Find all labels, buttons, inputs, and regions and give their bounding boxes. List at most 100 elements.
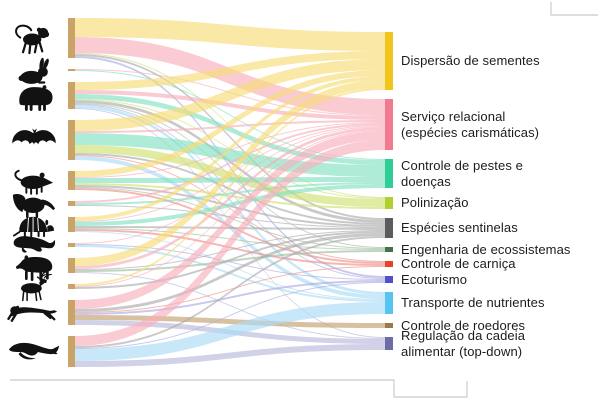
label-ecoturismo: Ecoturismo [401,272,468,287]
sankey-link [75,344,385,367]
sankey-link [75,131,385,309]
source-node [68,258,75,273]
bat-silhouette [12,128,56,145]
sankey-link [75,18,385,51]
frame-edge-bottom [10,379,468,398]
sankey-link [75,80,385,266]
label-controle-de-carnica: Controle de carniça [401,256,516,271]
label-polinizacao: Polinização [401,195,469,210]
source-node [68,217,75,232]
sankey-link [75,70,385,177]
bat-icon [4,127,64,154]
sankey-link [75,231,385,300]
target-node [385,197,393,209]
target-node [385,218,393,238]
sankey-link [75,130,385,287]
label-controle-de-roedores: Controle de roedores [401,318,526,333]
sankey-link [75,236,385,348]
target-node [385,32,393,90]
sankey-link [75,88,385,286]
monkey-silhouette [15,24,50,55]
sankey-link [75,282,385,349]
frame-corner-top-right [550,2,598,16]
jaguar-silhouette [7,305,58,322]
opossum-icon [4,166,64,195]
target-node [385,99,393,150]
rabbit-icon [4,57,64,84]
sankey-link [75,233,385,312]
target-node [385,261,393,267]
whale-icon [4,339,64,364]
sankey-link [75,37,385,115]
armadillo-silhouette [13,216,55,238]
source-node [68,120,75,160]
sankey-link [75,126,385,244]
tapir-icon [4,250,64,281]
sankey-link [75,90,385,120]
sankey-link [75,226,385,230]
sankey-link [75,70,385,160]
tapir-silhouette [15,255,53,281]
sankey-link [75,302,385,361]
sankey-link [75,104,385,279]
capybara-silhouette [19,85,53,111]
sankey-link [75,140,385,346]
sankey-link [75,56,385,278]
target-node [385,276,393,283]
deer-icon [4,271,64,302]
label-dispersao-de-sementes: Dispersão de sementes [401,53,540,68]
source-node [68,300,75,325]
sankey-link [75,76,385,221]
target-node [385,247,393,252]
sankey-link [75,123,385,203]
sankey-link [75,100,385,223]
sankey-link [75,272,385,339]
manatee-silhouette [13,236,56,253]
source-node [68,69,75,71]
armadillo-icon [4,211,64,238]
target-node [385,292,393,314]
deer-silhouette [21,271,52,302]
rabbit-silhouette [18,57,49,84]
sankey-link [75,54,385,220]
label-transporte-de-nutrientes: Transporte de nutrientes [401,295,545,310]
sankey-link [75,183,385,209]
source-node [68,18,75,58]
source-node [68,336,75,367]
sankey-link [75,51,385,90]
sankey-link [75,153,385,225]
label-engenharia-ecossistemas: Engenharia de ecossistemas [401,242,571,257]
whale-silhouette [8,342,60,360]
label-controle-de-pestes: Controle de pestes e doenças [401,158,523,189]
monkey-icon [4,22,64,55]
sankey-link [75,230,385,270]
sankey-link [75,266,385,313]
sankey-link [75,280,385,315]
sankey-link [75,182,385,205]
sankey-link [75,188,385,264]
anteater-icon [4,189,64,218]
anteater-silhouette [12,193,56,218]
sankey-link [75,94,385,165]
sankey-link [75,59,385,131]
source-node [68,82,75,109]
source-node [68,171,75,190]
target-node [385,323,393,328]
opossum-silhouette [14,169,54,195]
sankey-link [75,105,385,295]
manatee-icon [4,233,64,257]
jaguar-icon [4,301,64,324]
source-node [68,284,75,289]
source-node [68,201,75,206]
sankey-link [75,184,385,226]
sankey-link [75,177,385,183]
target-node [385,159,393,188]
label-servico-relacional: Serviço relacional (espécies carismática… [401,109,540,140]
target-node [385,337,393,350]
sankey-link [75,231,385,289]
label-regulacao-cadeia: Regulação da cadeia alimentar (top-down) [401,328,526,359]
capybara-icon [4,80,64,111]
source-node [68,243,75,247]
